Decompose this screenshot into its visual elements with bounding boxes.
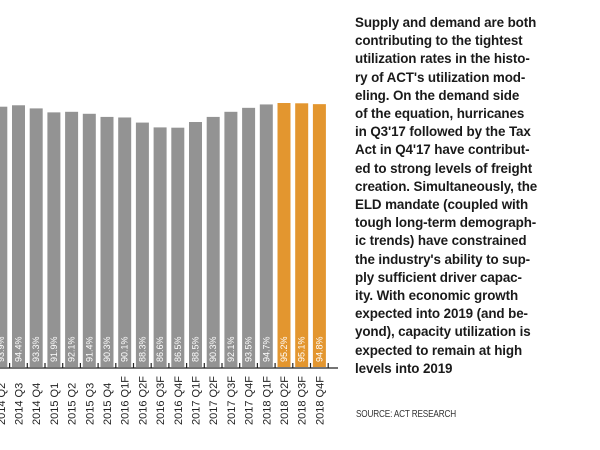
data-label: 86.6% <box>155 336 165 362</box>
data-label: 92.1% <box>226 336 236 362</box>
x-tick-label: 2017 Q4F <box>244 376 256 425</box>
x-tick-label: 2014 Q4 <box>31 383 43 425</box>
data-label: 88.5% <box>191 336 201 362</box>
bar <box>118 117 132 367</box>
data-label: 86.5% <box>173 336 183 362</box>
data-label: 94.4% <box>14 336 24 362</box>
x-tick-label: 2014 Q3 <box>14 383 26 425</box>
data-label: 91.4% <box>84 336 94 362</box>
x-tick-label: 2017 Q2F <box>208 376 220 425</box>
bar <box>12 105 25 367</box>
x-tick-label: 2018 Q4F <box>314 376 326 425</box>
text-line: ELD mandate (coupled with <box>355 197 529 213</box>
text-line: ity. With economic growth <box>355 288 519 304</box>
x-tick-label: 2016 Q3F <box>155 376 167 425</box>
bar <box>312 104 326 367</box>
text-line: Supply and demand are both <box>355 15 537 30</box>
source-note: SOURCE: ACT RESEARCH <box>356 409 457 420</box>
bar <box>277 103 291 367</box>
data-label: 90.3% <box>208 336 218 362</box>
bar <box>153 127 167 367</box>
bar <box>0 106 8 368</box>
article-text: Supply and demand are both contributing t… <box>355 14 600 378</box>
bar <box>189 122 202 367</box>
data-label: 93.5% <box>244 336 254 362</box>
bar <box>171 127 185 367</box>
text-line: contributing to the tightest <box>355 33 523 49</box>
data-label: 92.1% <box>67 336 77 362</box>
x-tick-label: 2015 Q4 <box>102 383 114 425</box>
text-line: expected to remain at high <box>355 342 523 358</box>
bar <box>295 103 309 368</box>
text-line: ry of ACT's utilization mod- <box>355 69 526 85</box>
data-label: 93.3% <box>31 336 41 362</box>
x-tick-label: 2017 Q1F <box>191 376 203 425</box>
text-line: eling. On the demand side <box>355 87 520 103</box>
data-label: 90.3% <box>102 336 112 362</box>
utilization-bar-chart: 93.9% 2014 Q2 94.4% 2014 Q3 93.3% 2014 Q4 91.9… <box>0 103 338 425</box>
bar <box>29 108 43 368</box>
x-tick-label: 2015 Q2 <box>67 383 79 425</box>
bar <box>242 107 256 368</box>
text-line: of the equation, hurricanes <box>355 106 525 122</box>
data-label: 94.8% <box>314 336 324 362</box>
text-line: utilization rates in the histo- <box>355 51 530 67</box>
bar <box>65 111 79 367</box>
text-line: ed to strong levels of freight <box>355 160 533 176</box>
text-line: tough long-term demograph- <box>355 215 537 231</box>
text-line: in Q3'17 followed by the Tax <box>355 124 531 140</box>
data-label: 88.3% <box>137 336 147 362</box>
text-line: ply sufficient driver capac- <box>355 269 522 285</box>
text-line: creation. Simultaneously, the <box>355 178 538 194</box>
bar <box>82 113 96 367</box>
x-tick-label: 2014 Q2 <box>0 383 8 425</box>
bar <box>259 104 273 368</box>
bar <box>206 116 220 367</box>
text-line: the industry's ability to sup- <box>355 251 531 267</box>
bar <box>100 116 114 367</box>
data-label: 95.1% <box>297 336 307 362</box>
text-line: levels into 2019 <box>355 360 453 376</box>
text-line: Act in Q4'17 have contribut- <box>355 142 530 158</box>
x-tick-label: 2016 Q4F <box>173 376 185 425</box>
data-label: 91.9% <box>49 336 59 362</box>
data-label: 95.2% <box>279 336 289 362</box>
x-tick-label: 2015 Q3 <box>84 383 96 425</box>
text-line: ic trends) have constrained <box>355 233 527 249</box>
data-label: 90.1% <box>120 336 130 362</box>
data-label: 93.9% <box>0 336 6 362</box>
bar <box>135 122 149 367</box>
data-label: 94.7% <box>261 336 271 362</box>
x-tick-label: 2016 Q1F <box>120 376 132 425</box>
x-tick-label: 2018 Q2F <box>279 376 291 425</box>
x-tick-label: 2016 Q2F <box>137 376 149 425</box>
text-line: expected into 2019 (and be- <box>355 306 528 322</box>
text-line: yond), capacity utilization is <box>355 324 531 340</box>
x-tick-label: 2018 Q1F <box>261 376 273 425</box>
x-tick-label: 2018 Q3F <box>297 376 309 425</box>
bar <box>47 112 61 367</box>
bar <box>224 111 238 367</box>
x-tick-label: 2017 Q3F <box>226 376 238 425</box>
x-tick-label: 2015 Q1 <box>49 383 61 425</box>
